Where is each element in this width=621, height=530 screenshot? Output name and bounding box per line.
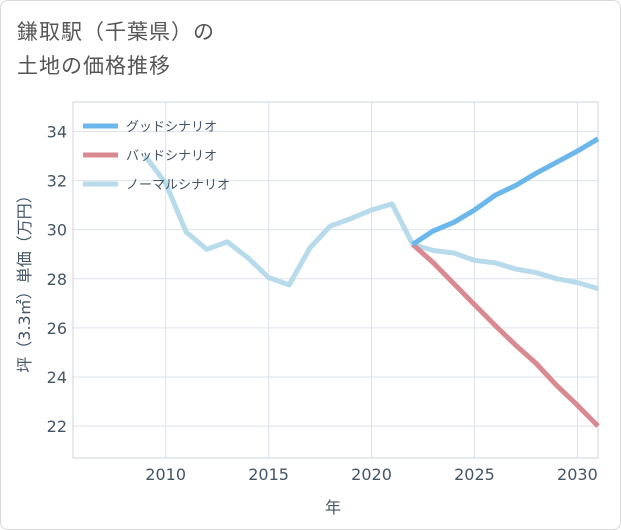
- x-tick-label: 2030: [557, 465, 598, 484]
- x-tick-label: 2025: [454, 465, 495, 484]
- y-tick-label: 32: [47, 172, 67, 191]
- y-axis-title: 坪（3.3㎡）単価（万円）: [15, 187, 34, 372]
- x-tick-label: 2015: [248, 465, 289, 484]
- y-tick-label: 22: [47, 417, 67, 436]
- y-tick-label: 26: [47, 319, 67, 338]
- y-tick-label: 24: [47, 368, 67, 387]
- series-line-2: [143, 154, 599, 291]
- legend-label-2: ノーマルシナリオ: [126, 178, 230, 193]
- grid-layer: [73, 102, 598, 458]
- legend-label-0: グッドシナリオ: [126, 120, 217, 135]
- chart-title-line-1: 鎌取駅（千葉県）の: [17, 20, 215, 44]
- chart-title-line-2: 土地の価格推移: [17, 54, 171, 78]
- series-line-0: [411, 136, 600, 247]
- chart-title: 鎌取駅（千葉県）の 土地の価格推移: [17, 15, 215, 83]
- x-tick-label: 2010: [145, 465, 186, 484]
- x-axis-title: 年: [325, 498, 341, 517]
- x-tick-label: 2020: [351, 465, 392, 484]
- series-layer: [143, 136, 600, 428]
- y-tick-label: 34: [47, 122, 67, 141]
- y-tick-label: 28: [47, 270, 67, 289]
- tick-layer: 2010 2015 2020 2025 2030 22 24 26 28 30 32 34: [47, 122, 598, 484]
- legend-label-1: バッドシナリオ: [126, 149, 217, 164]
- series-line-1: [411, 242, 600, 428]
- plot-area-border: [72, 101, 599, 459]
- y-tick-label: 30: [47, 221, 67, 240]
